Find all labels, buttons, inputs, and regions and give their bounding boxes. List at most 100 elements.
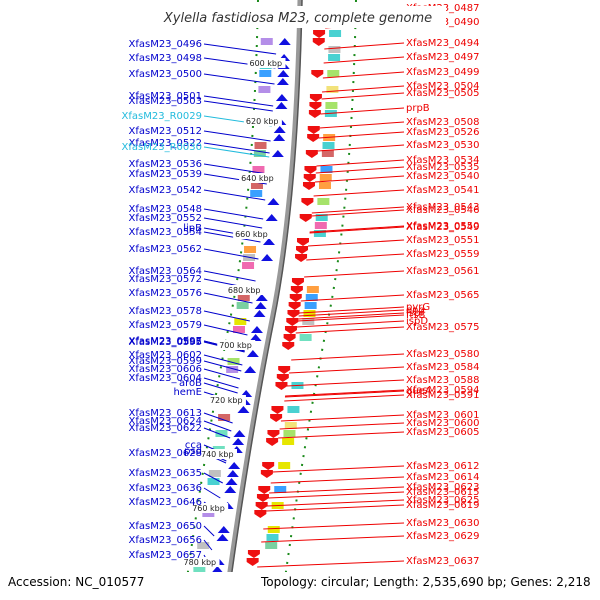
left-label-connector [203, 146, 270, 158]
left-gene-label[interactable]: XfasM23_0595 [128, 337, 202, 348]
left-gene-label[interactable]: XfasM23_0562 [128, 244, 202, 255]
right-gene-label[interactable]: XfasM23_0625 [406, 495, 480, 506]
right-gene-label[interactable]: queA [406, 386, 432, 397]
left-gene-label[interactable]: XfasM23_0579 [128, 320, 202, 331]
right-gene-label[interactable]: eno [406, 305, 425, 316]
cog-category-block [320, 166, 333, 173]
left-gene-label[interactable]: XfasM23_0572 [128, 274, 202, 285]
right-label-connector [319, 121, 405, 129]
right-gene-label[interactable]: XfasM23_0565 [406, 290, 480, 301]
cog-category-block [327, 70, 340, 77]
right-gene-label[interactable]: XfasM23_0629 [406, 531, 480, 542]
right-gene-label[interactable]: XfasM23_0630 [406, 518, 480, 529]
right-gene-label[interactable]: XfasM23_0551 [406, 235, 480, 246]
right-gene-label[interactable]: XfasM23_0594 [406, 385, 480, 396]
right-gene-label[interactable]: XfasM23_0549 [406, 222, 480, 233]
left-gene-label[interactable]: XfasM23_0599 [128, 356, 202, 367]
cog-category-block [260, 38, 273, 45]
right-gene-label[interactable]: pyrG [406, 302, 430, 313]
left-gene-label[interactable]: XfasM23_0650 [128, 521, 202, 532]
minus-strand-gene-arrow [291, 278, 304, 286]
right-gene-label[interactable]: XfasM23_0600 [406, 418, 480, 429]
left-gene-label[interactable]: XfasM23_0496 [128, 39, 202, 50]
left-gene-label[interactable]: aroB [179, 378, 202, 389]
left-gene-label[interactable]: XfasM23_R0030 [122, 142, 202, 153]
left-gene-label[interactable]: XfasM23_0548 [128, 204, 202, 215]
right-gene-label[interactable]: XfasM23_0580 [406, 349, 480, 360]
cog-category-block [215, 430, 228, 437]
right-gene-label[interactable]: XfasM23_0540 [406, 171, 480, 182]
right-gene-label[interactable]: XfasM23_0550 [406, 221, 480, 232]
left-gene-label[interactable]: XfasM23_0646 [128, 497, 202, 508]
right-gene-label[interactable]: XfasM23_0561 [406, 266, 480, 277]
right-gene-label[interactable]: XfasM23_0619 [406, 500, 480, 511]
right-gene-label[interactable]: XfasM23_0623 [406, 482, 480, 493]
left-gene-label[interactable]: XfasM23_0576 [128, 288, 202, 299]
left-gene-label[interactable]: XfasM23_0512 [128, 126, 202, 137]
right-gene-label[interactable]: XfasM23_0543 [406, 202, 480, 213]
right-gene-label[interactable]: XfasM23_0535 [406, 162, 480, 173]
right-gene-label[interactable]: XfasM23_0534 [406, 155, 480, 166]
right-label-connector [269, 486, 405, 494]
left-gene-label[interactable]: XfasM23_0552 [128, 213, 202, 224]
right-gene-label[interactable]: XfasM23_0505 [406, 88, 480, 99]
left-gene-label[interactable]: XfasM23_0628 [128, 448, 202, 459]
left-gene-label[interactable]: XfasM23_0657 [128, 550, 202, 561]
left-gene-label[interactable]: XfasM23_0542 [128, 185, 202, 196]
left-gene-label[interactable]: XfasM23_0597 [128, 336, 202, 347]
right-gene-label[interactable]: XfasM23_0614 [406, 472, 480, 483]
left-gene-label[interactable]: XfasM23_0536 [128, 159, 202, 170]
left-gene-label[interactable]: XfasM23_0564 [128, 266, 202, 277]
right-gene-label[interactable]: XfasM23_0601 [406, 410, 480, 421]
left-gene-label[interactable]: XfasM23_0501 [128, 91, 202, 102]
right-gene-label[interactable]: XfasM23_0504 [406, 81, 480, 92]
left-gene-label[interactable]: XfasM23_0613 [128, 408, 202, 419]
left-gene-label[interactable]: XfasM23_0522 [128, 138, 202, 149]
right-gene-label[interactable]: XfasM23_0591 [406, 390, 480, 401]
left-gene-label[interactable]: lipB [183, 223, 202, 234]
left-gene-label[interactable]: XfasM23_0624 [128, 416, 202, 427]
right-gene-label[interactable]: XfasM23_0615 [406, 487, 480, 498]
left-gene-label[interactable]: XfasM23_R0029 [122, 111, 202, 122]
right-gene-label[interactable]: XfasM23_0559 [406, 249, 480, 260]
right-gene-label[interactable]: XfasM23_0637 [406, 556, 480, 567]
right-gene-label[interactable]: XfasM23_0612 [406, 461, 480, 472]
cog-category-block [254, 142, 267, 149]
right-gene-label[interactable]: XfasM23_0575 [406, 322, 480, 333]
left-gene-label[interactable]: XfasM23_0622 [128, 423, 202, 434]
title-background [150, 6, 446, 28]
left-gene-label[interactable]: XfasM23_0635 [128, 468, 202, 479]
right-gene-label[interactable]: XfasM23_0499 [406, 67, 480, 78]
right-gene-label[interactable]: prpB [406, 103, 430, 114]
right-gene-label[interactable]: ftsB [406, 310, 425, 321]
left-gene-label[interactable]: XfasM23_0578 [128, 306, 202, 317]
right-gene-label[interactable]: XfasM23_0508 [406, 117, 480, 128]
left-gene-label[interactable]: XfasM23_0606 [128, 364, 202, 375]
left-gene-label[interactable]: XfasM23_0498 [128, 53, 202, 64]
left-gene-label[interactable]: psd [184, 446, 202, 457]
left-gene-label[interactable]: XfasM23_0500 [128, 69, 202, 80]
right-gene-label[interactable]: XfasM23_0584 [406, 362, 480, 373]
left-gene-label[interactable]: minE [177, 336, 202, 347]
right-gene-label[interactable]: XfasM23_0497 [406, 52, 480, 63]
right-gene-label[interactable]: ispD [406, 316, 428, 327]
left-gene-label[interactable]: XfasM23_0554 [128, 227, 202, 238]
right-gene-label[interactable]: XfasM23_0494 [406, 38, 480, 49]
right-gene-label[interactable]: XfasM23_0530 [406, 140, 480, 151]
right-gene-label[interactable]: XfasM23_0546 [406, 205, 480, 216]
left-gene-label[interactable]: cca [185, 440, 202, 451]
left-gene-label[interactable]: XfasM23_0604 [128, 373, 202, 384]
left-gene-label[interactable]: XfasM23_0602 [128, 350, 202, 361]
right-gene-label[interactable]: XfasM23_0588 [406, 375, 480, 386]
right-gene-label[interactable]: XfasM23_0541 [406, 185, 480, 196]
cog-category-block [328, 46, 341, 53]
left-gene-label[interactable]: XfasM23_0636 [128, 483, 202, 494]
left-gene-label[interactable]: XfasM23_0656 [128, 535, 202, 546]
right-gene-label[interactable]: XfasM23_0605 [406, 427, 480, 438]
right-gene-label[interactable]: ispF [406, 308, 426, 319]
left-gene-label[interactable]: XfasM23_0503 [128, 96, 202, 107]
left-gene-label[interactable]: hemE [173, 387, 202, 398]
left-gene-label[interactable]: XfasM23_0539 [128, 169, 202, 180]
right-gene-label[interactable]: XfasM23_0526 [406, 127, 480, 138]
kbp-tick-label: 720 kbp [210, 396, 243, 405]
